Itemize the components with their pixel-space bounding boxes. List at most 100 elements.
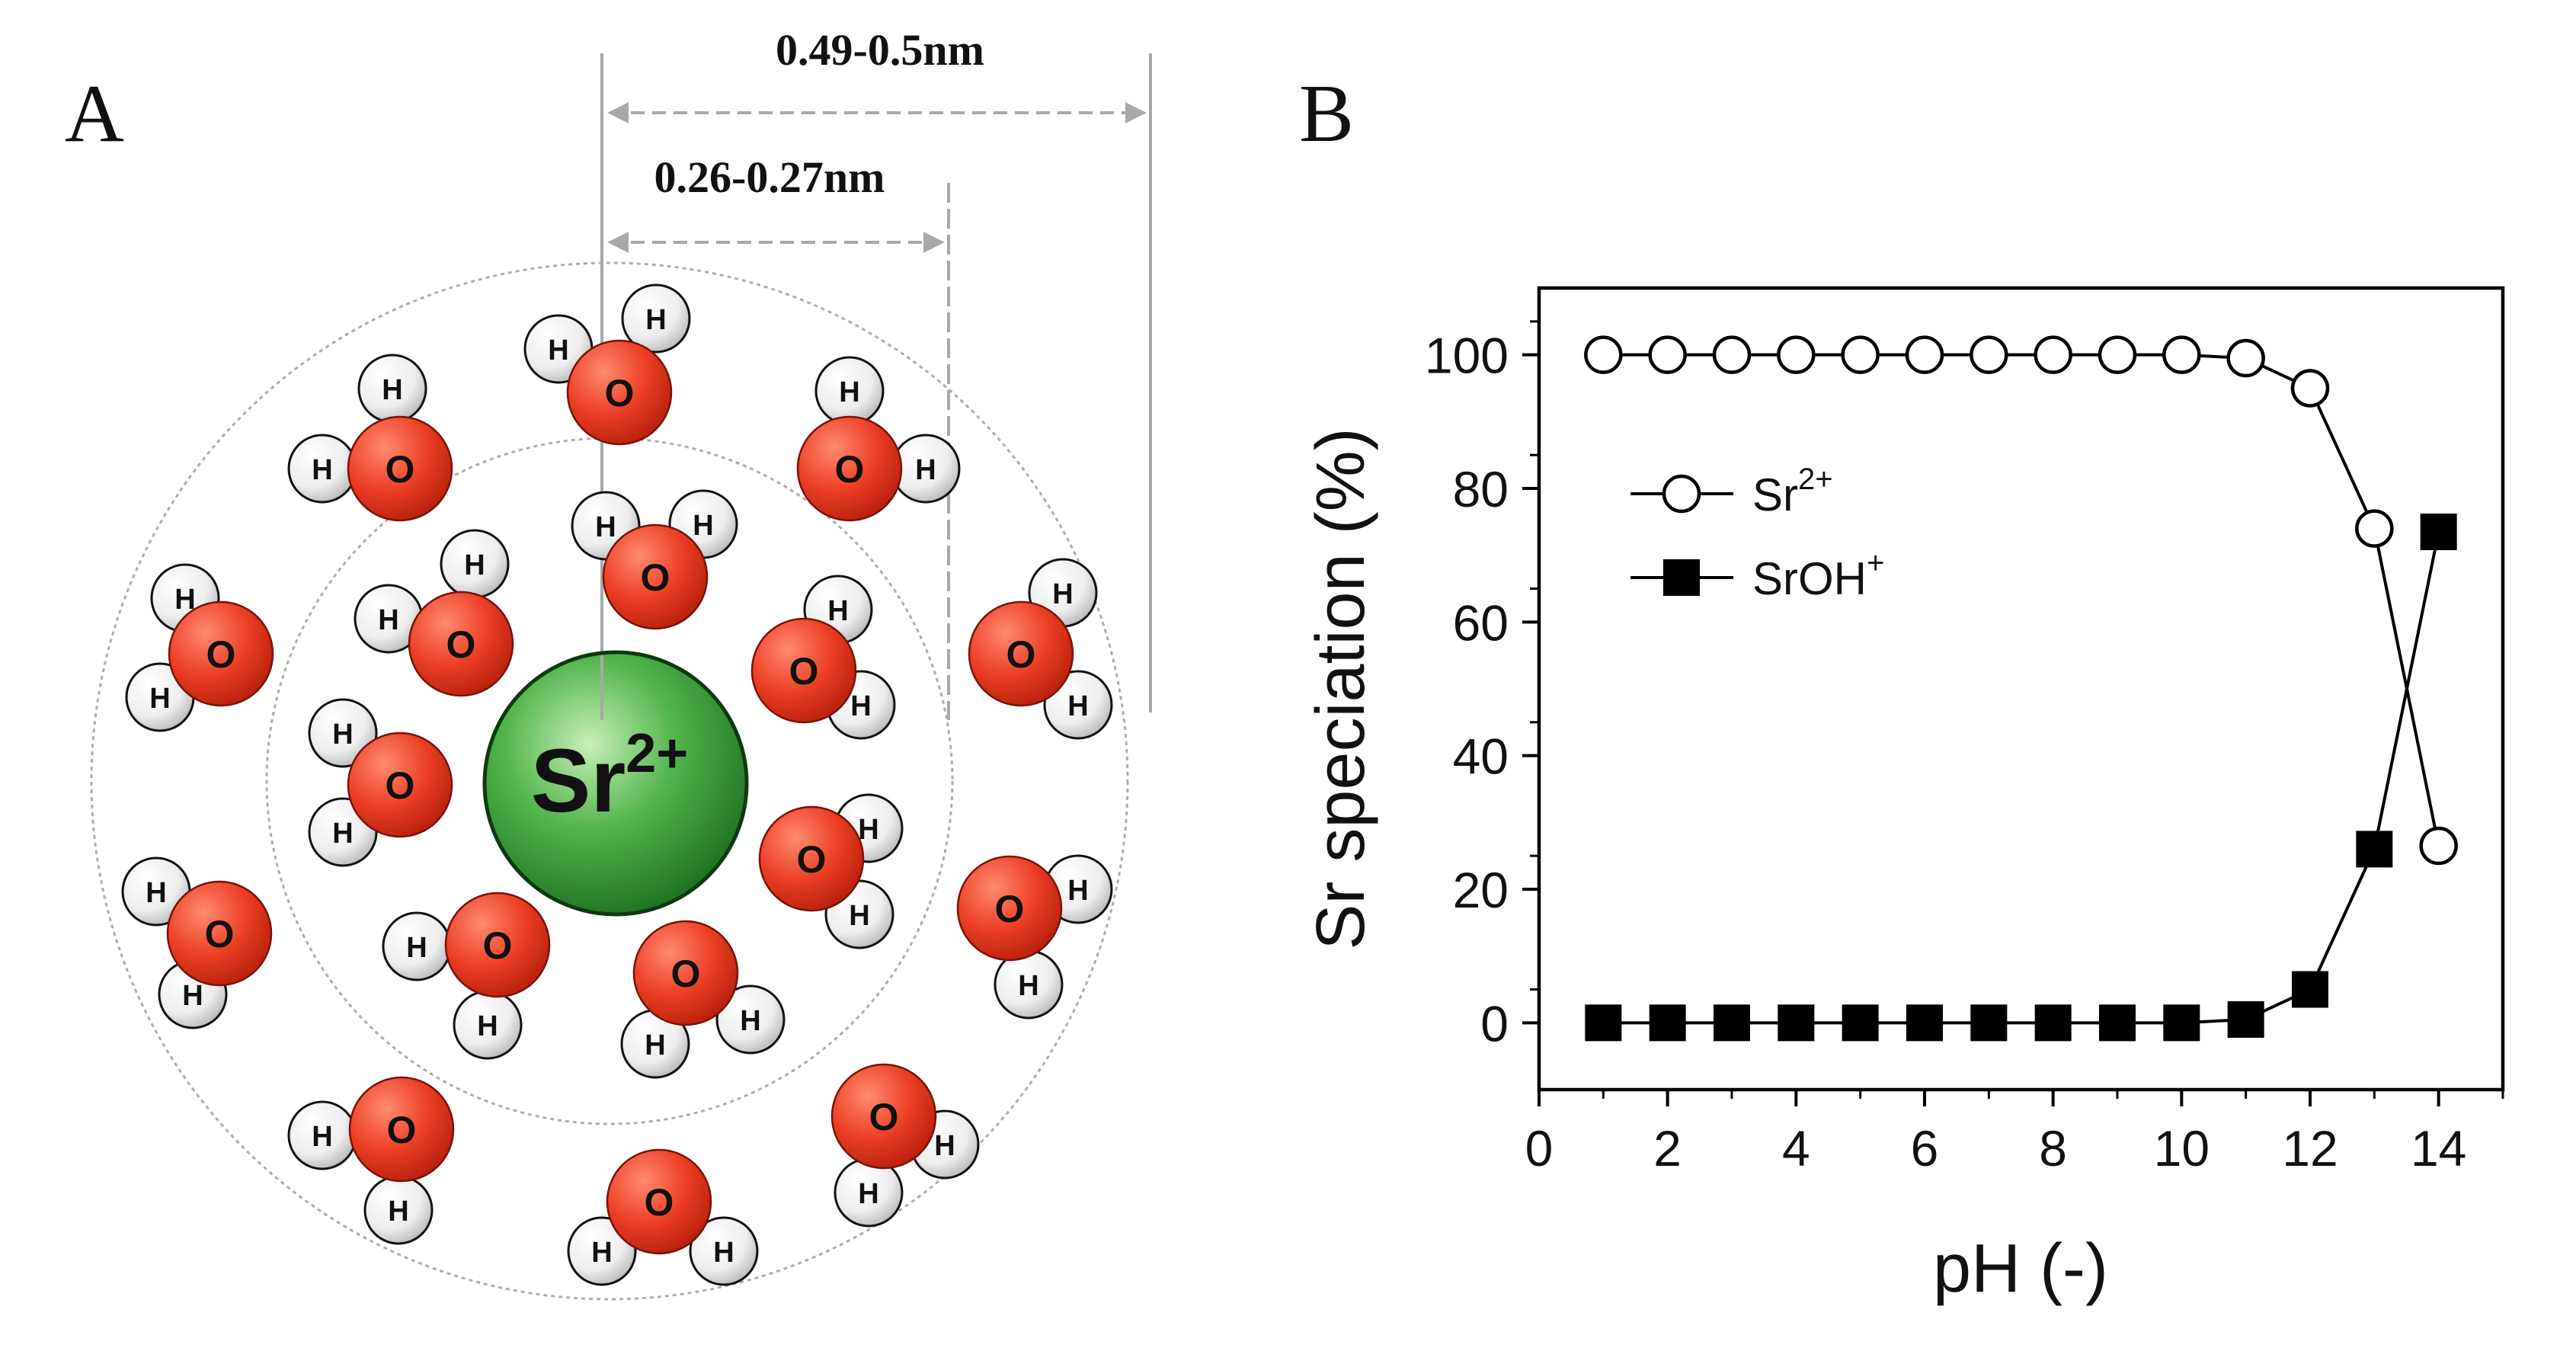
hydrogen-symbol: H (1052, 578, 1073, 610)
hydrogen-symbol: H (740, 1005, 760, 1037)
oxygen-atom (444, 892, 551, 998)
data-point-sroh (1778, 1004, 1815, 1042)
data-point-sr (2162, 335, 2201, 374)
strontium-ion (482, 650, 749, 917)
data-point-sr (1905, 335, 1944, 374)
oxygen-atom (347, 732, 453, 838)
oxygen-symbol: O (789, 650, 819, 693)
oxygen-symbol: O (641, 556, 670, 599)
inner-distance-label: 0.26-0.27nm (654, 152, 885, 202)
hydrogen-atom (1043, 670, 1113, 740)
oxygen-symbol: O (446, 623, 476, 666)
oxygen-atom (750, 617, 857, 724)
hydrogen-symbol: H (477, 1010, 498, 1042)
oxygen-atom (968, 600, 1074, 707)
y-tick-label: 40 (1453, 728, 1509, 785)
x-tick-label: 4 (1782, 1120, 1810, 1177)
hydrogen-symbol: H (378, 604, 398, 636)
data-point-sroh (2420, 513, 2457, 550)
series-markers (1584, 335, 2458, 1042)
water-molecule: HHO (382, 892, 551, 1060)
y-axis-label: Sr speciation (%) (1303, 427, 1379, 949)
hydrogen-symbol: H (858, 814, 878, 846)
y-axis-ticks: 0 20 40 60 80 100 (1425, 320, 1539, 1052)
oxygen-symbol: O (386, 764, 415, 807)
panel-b-speciation-chart: B 0 20 40 60 80 100 0 2 4 6 8 10 12 14 pH (-) Sr spe… (1299, 69, 2505, 1307)
oxygen-symbol: O (387, 1109, 417, 1151)
panel-b-label: B (1299, 69, 1354, 159)
data-point-sr (1777, 335, 1816, 374)
oxygen-atom (606, 1148, 712, 1255)
data-point-sroh (1842, 1004, 1879, 1042)
legend-item: Sr2+ (1630, 463, 1833, 520)
legend: Sr2+ SrOH+ (1630, 463, 1884, 604)
oxygen-symbol: O (671, 952, 701, 995)
oxygen-atom (347, 415, 453, 522)
water-molecule: HHO (620, 920, 786, 1079)
hydrogen-symbol: H (1018, 970, 1038, 1002)
series-line-sr (1603, 353, 2440, 847)
hydrogen-symbol: H (388, 1196, 408, 1228)
x-tick-label: 6 (1911, 1120, 1939, 1177)
data-point-sroh (2163, 1004, 2200, 1042)
water-molecule: HHO (758, 793, 904, 949)
hydrogen-symbol: H (591, 1237, 612, 1269)
oxygen-atom (758, 805, 865, 912)
data-point-sroh (1714, 1004, 1750, 1042)
legend-item: SrOH+ (1630, 546, 1884, 604)
data-point-sroh (1906, 1004, 1943, 1042)
ion-charge: 2+ (626, 723, 688, 784)
x-tick-label: 12 (2282, 1120, 2338, 1177)
hydrogen-symbol: H (850, 690, 871, 722)
hydrogen-symbol: H (645, 304, 666, 336)
oxygen-atom (408, 591, 514, 697)
water-molecule: H HO (968, 558, 1113, 740)
oxygen-atom (166, 880, 273, 987)
data-point-sr (2355, 509, 2394, 548)
legend-marker (1663, 559, 1700, 596)
hydrogen-atom (621, 283, 691, 354)
data-point-sr (1712, 335, 1752, 374)
data-point-sr (2290, 369, 2330, 408)
oxygen-atom (796, 415, 903, 522)
series-lines (1603, 353, 2440, 1025)
data-point-sr (2226, 338, 2265, 378)
oxygen-symbol: O (386, 448, 415, 491)
oxygen-symbol: O (1006, 633, 1036, 676)
hydrogen-symbol: H (595, 511, 616, 543)
y-tick-label: 80 (1453, 461, 1509, 517)
hydrogen-symbol: H (1067, 690, 1088, 722)
oxygen-symbol: O (797, 838, 827, 881)
oxygen-symbol: O (205, 913, 235, 956)
oxygen-atom (168, 600, 274, 707)
hydrogen-symbol: H (915, 454, 936, 486)
data-point-sroh (1649, 1004, 1686, 1042)
data-point-sroh (2034, 1004, 2072, 1042)
y-tick-label: 100 (1425, 328, 1509, 384)
legend-charge: + (1867, 546, 1884, 580)
hydrogen-symbol: H (312, 1121, 332, 1153)
data-point-sroh (1970, 1004, 2008, 1042)
x-tick-label: 8 (2039, 1120, 2067, 1177)
legend-label: SrOH+ (1752, 546, 1884, 604)
water-molecule: HHO (796, 356, 961, 522)
water-molecule: HHO (308, 698, 453, 867)
y-tick-label: 20 (1453, 862, 1509, 918)
hydrogen-symbol: H (934, 1130, 955, 1162)
y-tick-label: 0 (1480, 995, 1509, 1052)
data-point-sr (2419, 826, 2458, 866)
x-axis-label: pH (-) (1933, 1231, 2108, 1307)
hydrogen-symbol: H (858, 1178, 878, 1210)
water-molecule: HHO (523, 283, 691, 446)
x-tick-label: 0 (1525, 1120, 1554, 1177)
x-tick-label: 10 (2154, 1120, 2210, 1177)
hydrogen-symbol: H (406, 932, 427, 964)
oxygen-symbol: O (835, 448, 865, 491)
hydrogen-symbol: H (1067, 875, 1088, 907)
hydrogen-symbol: H (713, 1237, 734, 1269)
data-point-sr (1970, 335, 2008, 374)
